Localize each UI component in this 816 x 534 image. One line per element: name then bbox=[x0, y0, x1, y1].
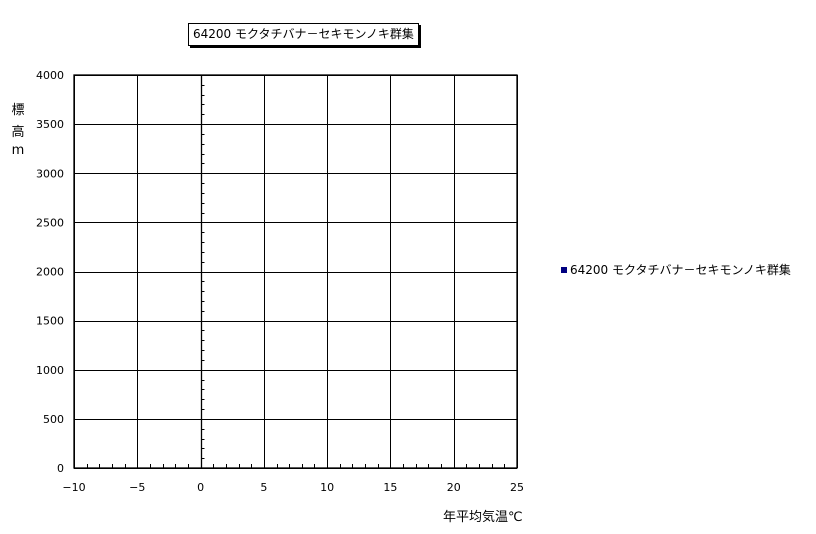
y-tick-label: 500 bbox=[43, 413, 64, 426]
y-axis-label: 標 高 m bbox=[8, 100, 28, 158]
y-axis-label-char: 標 bbox=[11, 103, 25, 118]
y-tick-label: 3000 bbox=[36, 167, 64, 180]
plot-area bbox=[73, 74, 518, 469]
x-tick-label: −5 bbox=[129, 481, 145, 494]
y-tick-label: 2500 bbox=[36, 216, 64, 229]
y-axis-label-char: 高 bbox=[11, 125, 25, 140]
y-tick-label: 0 bbox=[57, 462, 64, 475]
x-tick-label: 5 bbox=[260, 481, 267, 494]
chart-title: 64200 モクタチバナ－セキモンノキ群集 bbox=[188, 23, 419, 46]
x-axis-label: 年平均気温℃ bbox=[443, 510, 523, 525]
y-tick-label: 1500 bbox=[36, 315, 64, 328]
x-tick-label: 25 bbox=[510, 481, 524, 494]
legend-marker bbox=[561, 267, 567, 273]
legend: 64200 モクタチバナ－セキモンノキ群集 bbox=[561, 261, 791, 278]
x-tick-label: 0 bbox=[197, 481, 204, 494]
y-axis-label-char: m bbox=[11, 143, 25, 158]
x-tick-label: 10 bbox=[320, 481, 334, 494]
x-tick-label: −10 bbox=[62, 481, 85, 494]
x-tick-label: 15 bbox=[383, 481, 397, 494]
legend-label: 64200 モクタチバナ－セキモンノキ群集 bbox=[570, 263, 791, 277]
y-tick-label: 3500 bbox=[36, 118, 64, 131]
y-tick-label: 1000 bbox=[36, 364, 64, 377]
x-tick-label: 20 bbox=[447, 481, 461, 494]
y-tick-label: 2000 bbox=[36, 266, 64, 279]
y-tick-label: 4000 bbox=[36, 69, 64, 82]
